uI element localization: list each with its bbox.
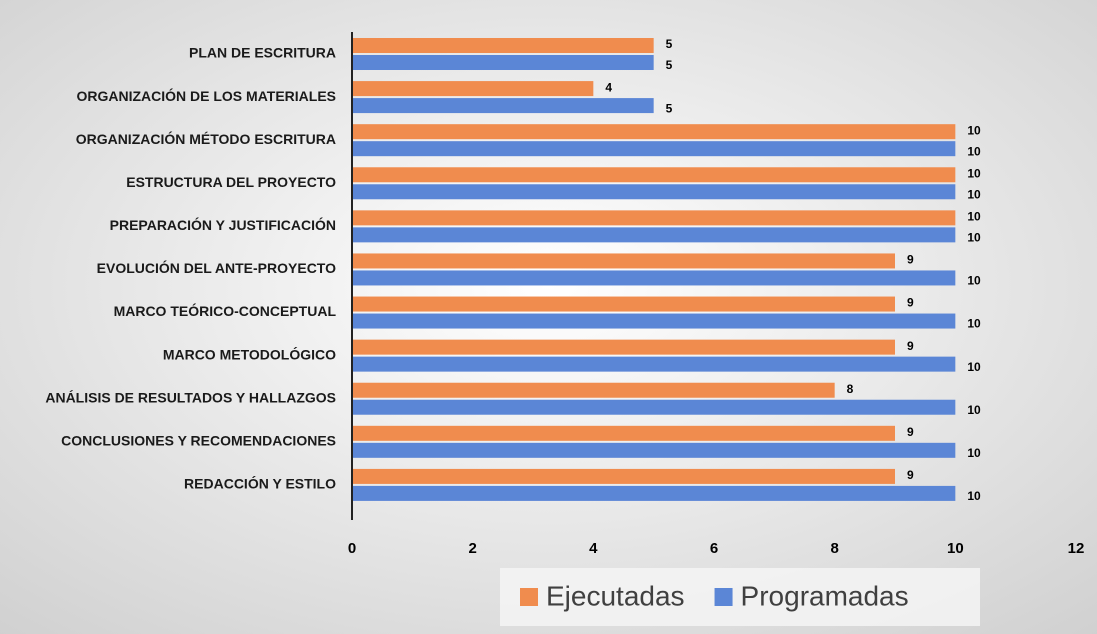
- y-tick-label: MARCO TEÓRICO-CONCEPTUAL: [114, 302, 337, 319]
- y-tick-label: ORGANIZACIÓN DE LOS MATERIALES: [76, 87, 336, 104]
- bar: [352, 210, 956, 226]
- data-label: 10: [967, 123, 981, 137]
- y-tick-label: PREPARACIÓN Y JUSTIFICACIÓN: [110, 216, 336, 233]
- bar: [352, 468, 895, 484]
- bar: [352, 442, 956, 458]
- bar: [352, 485, 956, 501]
- data-label: 10: [967, 210, 981, 224]
- bar: [352, 184, 956, 200]
- bar: [352, 296, 895, 312]
- data-label: 9: [907, 253, 914, 267]
- x-tick-label: 12: [1068, 540, 1085, 557]
- data-label: 10: [967, 360, 981, 374]
- legend-swatch: [714, 588, 733, 606]
- y-tick-label: ANÁLISIS DE RESULTADOS Y HALLAZGOS: [45, 389, 336, 405]
- x-tick-label: 6: [710, 540, 718, 557]
- data-label: 10: [967, 166, 981, 180]
- y-tick-label: MARCO METODOLÓGICO: [163, 345, 336, 362]
- data-label: 10: [967, 489, 981, 503]
- bar: [352, 81, 594, 97]
- bar: [352, 227, 956, 243]
- bar: [352, 253, 895, 269]
- data-label: 10: [967, 274, 981, 288]
- y-tick-label: REDACCIÓN Y ESTILO: [184, 475, 336, 492]
- x-tick-label: 8: [830, 540, 838, 557]
- data-label: 9: [907, 339, 914, 353]
- legend-label: Ejecutadas: [546, 580, 685, 611]
- data-label: 8: [847, 382, 854, 396]
- bar: [352, 167, 956, 183]
- bar: [352, 339, 895, 355]
- x-tick-label: 10: [947, 540, 964, 557]
- y-tick-label: PLAN DE ESCRITURA: [189, 45, 336, 61]
- bar: [352, 382, 835, 398]
- data-label: 5: [666, 37, 673, 51]
- legend-swatch: [520, 588, 538, 606]
- y-tick-label: ESTRUCTURA DEL PROYECTO: [126, 174, 336, 190]
- data-label: 9: [907, 296, 914, 310]
- bar: [352, 98, 654, 114]
- y-tick-label: EVOLUCIÓN DEL ANTE-PROYECTO: [97, 259, 336, 276]
- data-label: 9: [907, 425, 914, 439]
- bar: [352, 141, 956, 157]
- x-tick-label: 4: [589, 540, 598, 557]
- bar: [352, 55, 654, 70]
- data-label: 5: [666, 58, 673, 72]
- bar: [352, 356, 956, 372]
- data-label: 10: [967, 187, 981, 201]
- x-tick-label: 2: [468, 540, 476, 557]
- data-label: 10: [967, 317, 981, 331]
- data-label: 10: [967, 231, 981, 245]
- legend-label: Programadas: [741, 580, 909, 611]
- data-label: 9: [907, 468, 914, 482]
- bar: [352, 124, 956, 140]
- data-label: 5: [666, 101, 673, 115]
- y-tick-label: CONCLUSIONES Y RECOMENDACIONES: [61, 433, 336, 449]
- bar: [352, 38, 654, 53]
- data-label: 4: [605, 80, 612, 94]
- bar: [352, 425, 895, 441]
- legend-box: [500, 568, 980, 626]
- data-label: 10: [967, 403, 981, 417]
- y-tick-label: ORGANIZACIÓN MÉTODO ESCRITURA: [76, 130, 336, 147]
- bar: [352, 313, 956, 329]
- data-label: 10: [967, 144, 981, 158]
- bar: [352, 399, 956, 415]
- bar: [352, 270, 956, 286]
- x-tick-label: 0: [348, 540, 356, 557]
- data-label: 10: [967, 446, 981, 460]
